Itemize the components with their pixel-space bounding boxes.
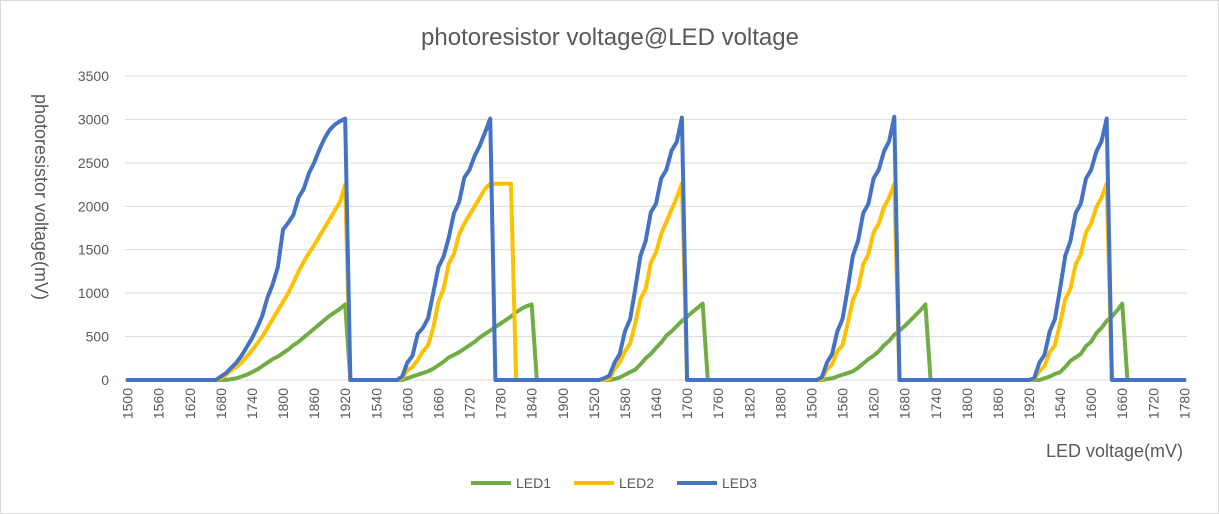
y-tick-label: 1000 [78, 285, 109, 301]
x-tick-labels: 1500 1560 1620 1680 1740 1800 1860 1920 1540 1600… [120, 388, 1193, 419]
x-tick-label: 1680 [897, 388, 913, 419]
x-tick-label: 1740 [244, 388, 260, 419]
y-tick-label: 500 [86, 329, 110, 345]
legend-label-led3: LED3 [722, 475, 757, 491]
x-tick-label: 1540 [1052, 388, 1068, 419]
legend-label-led1: LED1 [516, 475, 551, 491]
x-axis-label: LED voltage(mV) [1046, 441, 1183, 461]
x-tick-label: 1500 [803, 388, 819, 419]
x-tick-label: 1900 [555, 388, 571, 419]
y-tick-label: 3500 [78, 68, 109, 84]
y-tick-label: 3000 [78, 111, 109, 127]
x-tick-label: 1720 [1145, 388, 1161, 419]
x-tick-label: 1660 [430, 388, 446, 419]
series-line-led1 [125, 301, 1187, 382]
x-tick-label: 1560 [835, 388, 851, 419]
x-tick-label: 1660 [1114, 388, 1130, 419]
x-tick-label: 1800 [959, 388, 975, 419]
x-tick-label: 1620 [182, 388, 198, 419]
x-tick-label: 1780 [1176, 388, 1192, 419]
x-tick-label: 1580 [617, 388, 633, 419]
chart-title: photoresistor voltage@LED voltage [421, 24, 799, 51]
x-tick-label: 1860 [306, 388, 322, 419]
x-tick-label: 1640 [648, 388, 664, 419]
y-tick-label: 0 [101, 372, 109, 388]
x-tick-label: 1600 [1083, 388, 1099, 419]
legend: LED1 LED2 LED3 [471, 475, 757, 491]
x-tick-label: 1720 [462, 388, 478, 419]
x-tick-label: 1600 [399, 388, 415, 419]
y-tick-label: 2500 [78, 155, 109, 171]
x-tick-label: 1520 [586, 388, 602, 419]
y-tick-labels: 0 500 1000 1500 2000 2500 3000 3500 [78, 68, 109, 388]
x-tick-label: 1920 [337, 388, 353, 419]
x-tick-label: 1760 [710, 388, 726, 419]
x-tick-label: 1920 [1021, 388, 1037, 419]
y-tick-label: 1500 [78, 242, 109, 258]
x-tick-label: 1700 [679, 388, 695, 419]
x-tick-label: 1820 [741, 388, 757, 419]
x-tick-label: 1500 [120, 388, 136, 419]
x-tick-label: 1880 [772, 388, 788, 419]
legend-label-led2: LED2 [619, 475, 654, 491]
x-tick-label: 1680 [213, 388, 229, 419]
x-tick-label: 1540 [368, 388, 384, 419]
x-tick-label: 1780 [493, 388, 509, 419]
x-tick-label: 1840 [524, 388, 540, 419]
y-axis-label: photoresistor voltage(mV) [31, 94, 51, 300]
x-tick-label: 1620 [866, 388, 882, 419]
x-tick-label: 1740 [928, 388, 944, 419]
series-line-led3 [125, 114, 1187, 382]
x-tick-label: 1800 [275, 388, 291, 419]
y-tick-label: 2000 [78, 198, 109, 214]
series-lines [125, 114, 1187, 382]
x-tick-label: 1860 [990, 388, 1006, 419]
x-tick-label: 1560 [151, 388, 167, 419]
